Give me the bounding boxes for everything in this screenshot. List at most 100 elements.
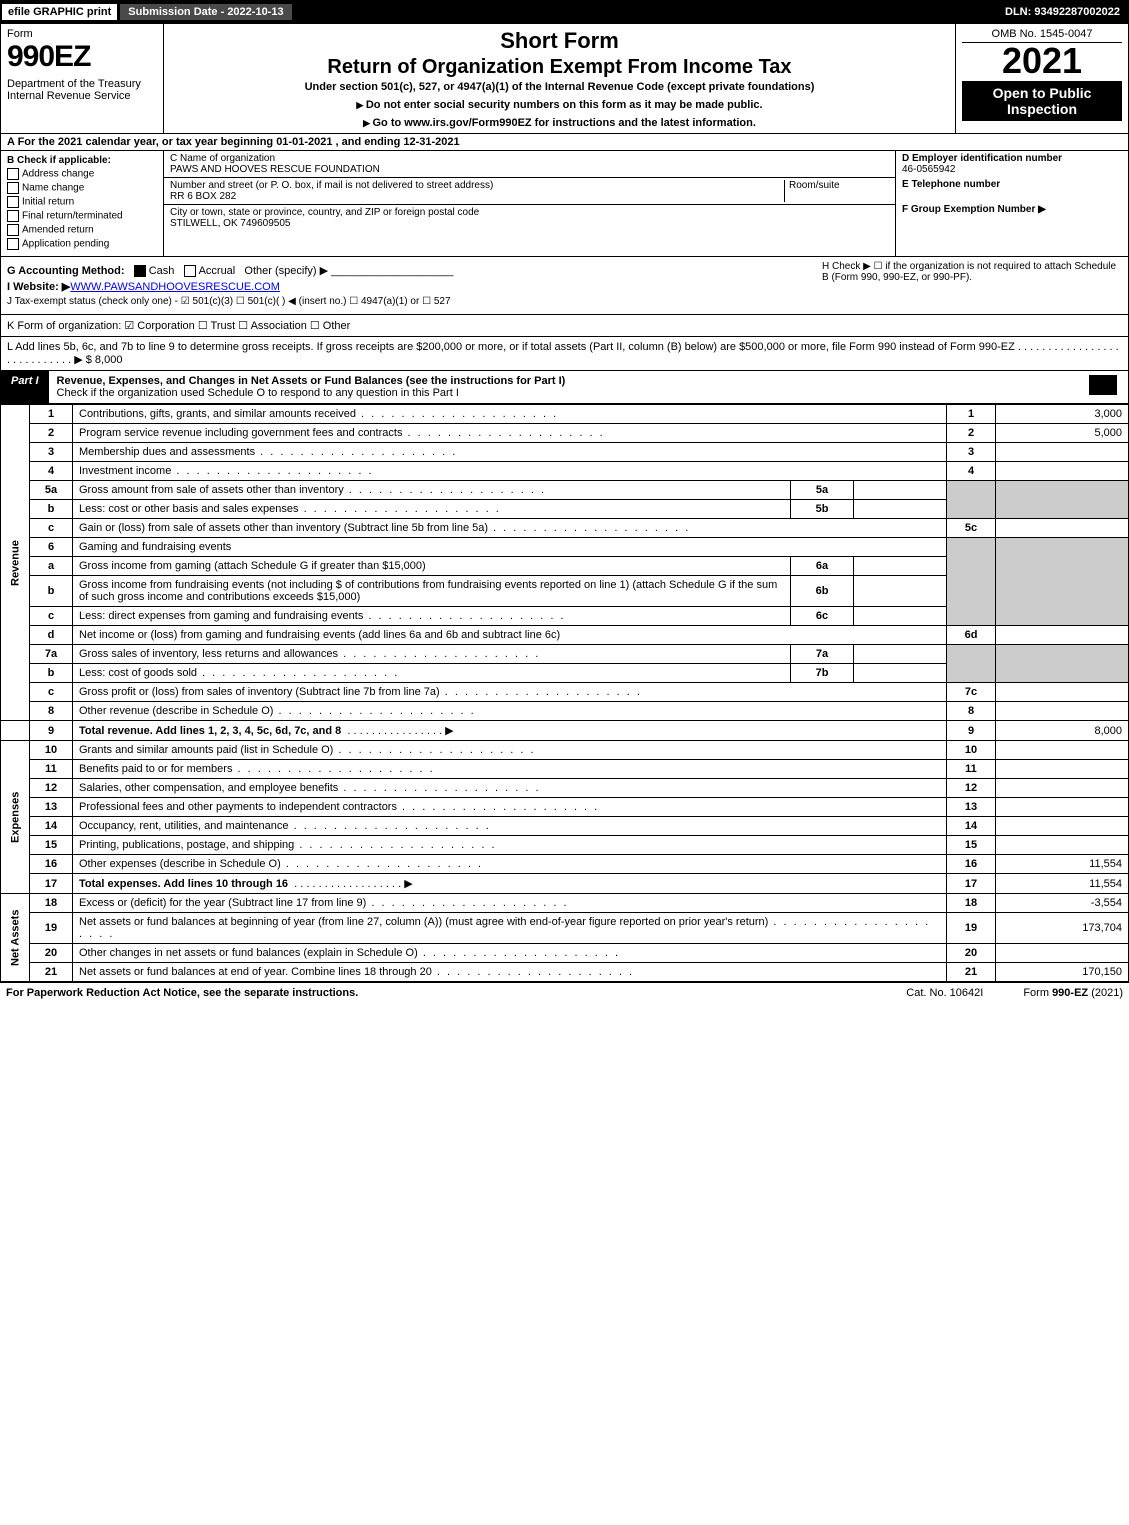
g-accrual-checkbox[interactable] (184, 265, 196, 277)
desc-13: Professional fees and other payments to … (73, 798, 947, 817)
b-final-return[interactable]: Final return/terminated (7, 210, 157, 222)
c-org-name: PAWS AND HOOVES RESCUE FOUNDATION (170, 164, 889, 175)
header-center: Short Form Return of Organization Exempt… (164, 24, 956, 133)
line-j: J Tax-exempt status (check only one) - ☑… (7, 296, 1122, 307)
form-ref: Form 990-EZ (2021) (1023, 987, 1123, 999)
ln-1: 1 (30, 405, 73, 424)
d-ein: 46-0565942 (902, 164, 1122, 175)
val-6d (996, 626, 1129, 645)
desc-6: Gaming and fundraising events (73, 538, 947, 557)
ssn-note: Do not enter social security numbers on … (170, 99, 949, 111)
dept-label: Department of the Treasury Internal Reve… (7, 78, 157, 102)
b-address-change[interactable]: Address change (7, 168, 157, 180)
desc-5a: Gross amount from sale of assets other t… (73, 481, 791, 500)
goto-link[interactable]: Go to www.irs.gov/Form990EZ for instruct… (170, 117, 949, 129)
part1-tag: Part I (1, 371, 49, 403)
val-18: -3,554 (996, 894, 1129, 913)
f-label: F Group Exemption Number ▶ (902, 204, 1122, 215)
d-label: D Employer identification number (902, 153, 1122, 164)
desc-1: Contributions, gifts, grants, and simila… (73, 405, 947, 424)
cat-no: Cat. No. 10642I (906, 987, 983, 999)
revenue-label: Revenue (1, 405, 30, 721)
desc-4: Investment income (73, 462, 947, 481)
num-1: 1 (947, 405, 996, 424)
col-b: B Check if applicable: Address change Na… (1, 151, 164, 256)
val-21: 170,150 (996, 963, 1129, 982)
paperwork-notice: For Paperwork Reduction Act Notice, see … (6, 987, 358, 999)
b-name-change[interactable]: Name change (7, 182, 157, 194)
form-page: efile GRAPHIC print Submission Date - 20… (0, 0, 1129, 1003)
form-word: Form (7, 28, 157, 40)
line-k: K Form of organization: ☑ Corporation ☐ … (0, 315, 1129, 337)
under-section: Under section 501(c), 527, or 4947(a)(1)… (170, 81, 949, 93)
desc-20: Other changes in net assets or fund bala… (73, 944, 947, 963)
part1-title: Revenue, Expenses, and Changes in Net As… (49, 371, 1081, 403)
c-name-block: C Name of organization PAWS AND HOOVES R… (164, 151, 895, 178)
b-initial-return[interactable]: Initial return (7, 196, 157, 208)
col-def: D Employer identification number 46-0565… (896, 151, 1128, 256)
desc-6c: Less: direct expenses from gaming and fu… (73, 607, 791, 626)
val-2: 5,000 (996, 424, 1129, 443)
desc-6b: Gross income from fundraising events (no… (73, 576, 791, 607)
c-street: RR 6 BOX 282 (170, 191, 784, 202)
desc-17: Total expenses. Add lines 10 through 16 … (73, 874, 947, 894)
desc-5c: Gain or (loss) from sale of assets other… (73, 519, 947, 538)
desc-3: Membership dues and assessments (73, 443, 947, 462)
top-bar: efile GRAPHIC print Submission Date - 20… (0, 0, 1129, 24)
desc-6d: Net income or (loss) from gaming and fun… (73, 626, 947, 645)
c-street-block: Number and street (or P. O. box, if mail… (164, 178, 895, 205)
val-4 (996, 462, 1129, 481)
desc-15: Printing, publications, postage, and shi… (73, 836, 947, 855)
efile-print-button[interactable]: efile GRAPHIC print (1, 3, 118, 21)
website-link[interactable]: WWW.PAWSANDHOOVESRESCUE.COM (70, 281, 280, 293)
b-label: B Check if applicable: (7, 155, 111, 166)
section-ghij: G Accounting Method: Cash Accrual Other … (0, 257, 1129, 315)
form-header: Form 990EZ Department of the Treasury In… (0, 24, 1129, 134)
b-application-pending[interactable]: Application pending (7, 238, 157, 250)
desc-11: Benefits paid to or for members (73, 760, 947, 779)
section-bcdef: B Check if applicable: Address change Na… (0, 151, 1129, 257)
desc-7c: Gross profit or (loss) from sales of inv… (73, 683, 947, 702)
short-form-title: Short Form (170, 28, 949, 54)
part1-checkbox[interactable] (1081, 371, 1128, 403)
desc-7a: Gross sales of inventory, less returns a… (73, 645, 791, 664)
desc-12: Salaries, other compensation, and employ… (73, 779, 947, 798)
val-10 (996, 741, 1129, 760)
part1-table: Revenue 1 Contributions, gifts, grants, … (0, 404, 1129, 982)
desc-10: Grants and similar amounts paid (list in… (73, 741, 947, 760)
header-left: Form 990EZ Department of the Treasury In… (1, 24, 164, 133)
g-cash-checkbox[interactable] (134, 265, 146, 277)
desc-16: Other expenses (describe in Schedule O) (73, 855, 947, 874)
expenses-label: Expenses (1, 741, 30, 894)
c-city: STILWELL, OK 749609505 (170, 218, 889, 229)
val-16: 11,554 (996, 855, 1129, 874)
desc-2: Program service revenue including govern… (73, 424, 947, 443)
page-footer: For Paperwork Reduction Act Notice, see … (0, 982, 1129, 1003)
desc-5b: Less: cost or other basis and sales expe… (73, 500, 791, 519)
dln: DLN: 93492287002022 (1005, 6, 1128, 18)
desc-19: Net assets or fund balances at beginning… (73, 913, 947, 944)
c-street-label: Number and street (or P. O. box, if mail… (170, 180, 784, 191)
val-19: 173,704 (996, 913, 1129, 944)
desc-18: Excess or (deficit) for the year (Subtra… (73, 894, 947, 913)
c-room-label: Room/suite (784, 180, 889, 202)
header-right: OMB No. 1545-0047 2021 Open to Public In… (956, 24, 1128, 133)
tax-year: 2021 (962, 43, 1122, 79)
b-amended-return[interactable]: Amended return (7, 224, 157, 236)
form-number: 990EZ (7, 40, 157, 74)
desc-9: Total revenue. Add lines 1, 2, 3, 4, 5c,… (73, 721, 947, 741)
c-city-block: City or town, state or province, country… (164, 205, 895, 231)
val-1: 3,000 (996, 405, 1129, 424)
c-city-label: City or town, state or province, country… (170, 207, 889, 218)
desc-7b: Less: cost of goods sold (73, 664, 791, 683)
open-inspection: Open to Public Inspection (962, 81, 1122, 121)
line-l: L Add lines 5b, 6c, and 7b to line 9 to … (0, 337, 1129, 371)
desc-6a: Gross income from gaming (attach Schedul… (73, 557, 791, 576)
val-7c (996, 683, 1129, 702)
line-h: H Check ▶ ☐ if the organization is not r… (822, 261, 1122, 283)
val-5c (996, 519, 1129, 538)
val-8 (996, 702, 1129, 721)
c-name-label: C Name of organization (170, 153, 889, 164)
line-a: A For the 2021 calendar year, or tax yea… (0, 134, 1129, 151)
part1-header: Part I Revenue, Expenses, and Changes in… (0, 371, 1129, 404)
